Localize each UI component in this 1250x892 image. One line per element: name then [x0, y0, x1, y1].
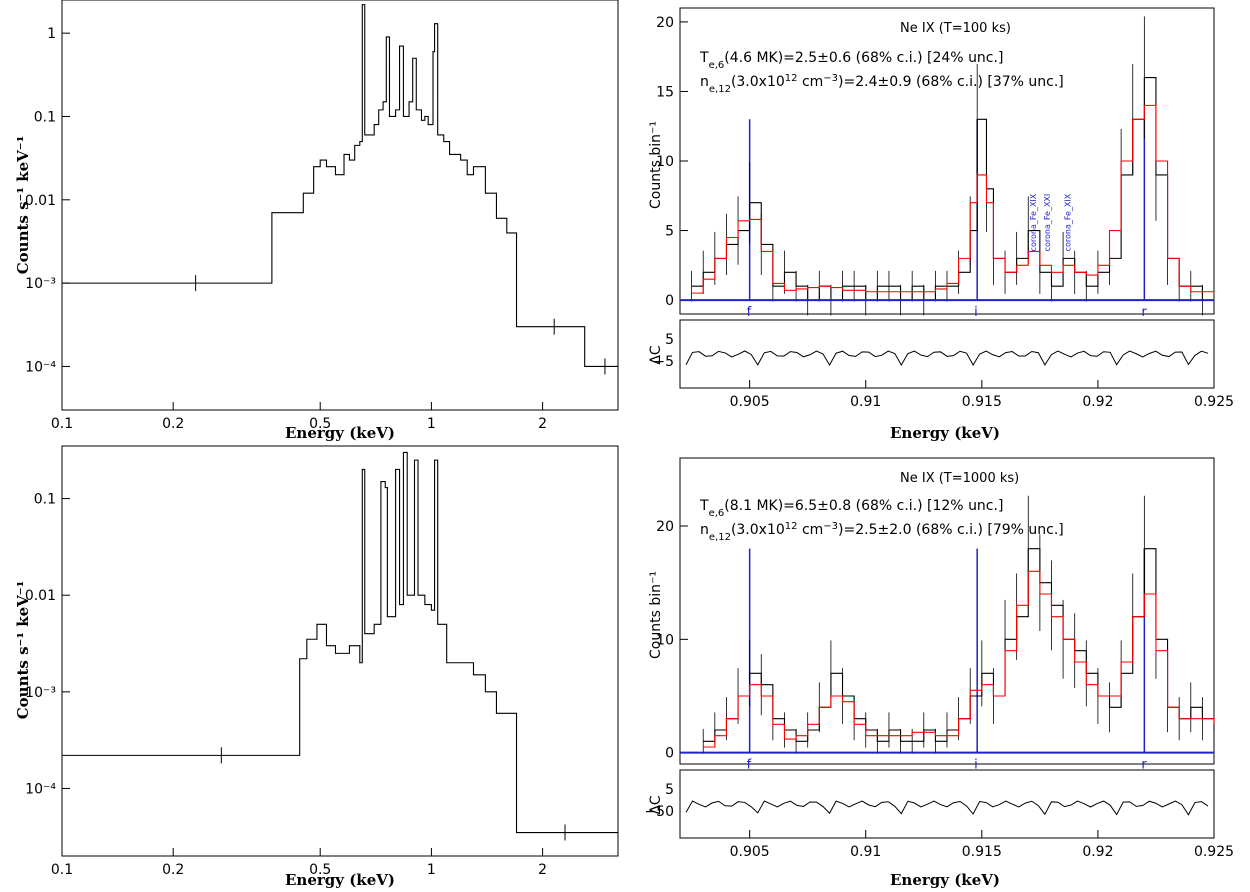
x-tick-label: 2 — [538, 862, 547, 878]
panel-bottom-left: Energy (keV) Counts s⁻¹ keV⁻¹ 0.1 0.2 0.5 1… — [14, 445, 619, 889]
x-tick-label: 0.1 — [51, 416, 73, 432]
residual-axis-label: ΔC — [648, 345, 664, 365]
x-tick-label: 0.915 — [962, 844, 1002, 860]
residual-axis-label: ΔC — [648, 795, 664, 815]
annotation-temperature: Te,6(4.6 MK)=2.5±0.6 (68% c.i.) [24% unc… — [699, 50, 1003, 71]
x-tick-label: 0.925 — [1194, 394, 1234, 410]
x-tick-label: 0.2 — [162, 416, 184, 432]
residual-tick-labels: 5−50 — [644, 782, 674, 820]
y-axis-label: Counts bin⁻¹ — [648, 571, 664, 659]
x-tick-label: 0.905 — [730, 394, 770, 410]
residual-tick-label: 5 — [665, 332, 674, 348]
x-tick-label: 0.905 — [730, 844, 770, 860]
y-axis-label: Counts s⁻¹ keV⁻¹ — [14, 581, 32, 720]
plot-frame — [61, 445, 619, 857]
y-tick-labels: 10⁻⁴ 10⁻³ 0.01 0.1 1 — [25, 26, 70, 375]
x-tick-label: 0.92 — [1082, 844, 1113, 860]
blue-line-label: corona_Fe_XXI — [1043, 194, 1052, 252]
residual-frame — [679, 319, 1215, 389]
y-tick-label: 0.1 — [34, 109, 56, 125]
y-tick-label: 15 — [656, 84, 674, 100]
spectrum — [680, 16, 1215, 367]
x-tick-label: 0.92 — [1082, 394, 1113, 410]
series-line-model — [703, 570, 1215, 748]
line-marker-label: i — [974, 758, 978, 773]
series-line-spectrum — [62, 451, 618, 834]
x-tick-label: 0.91 — [850, 844, 881, 860]
residual-line — [685, 350, 1209, 367]
line-marker-label: r — [1141, 305, 1147, 320]
y-tick-label: 1 — [47, 26, 56, 42]
y-tick-label: 10 — [656, 154, 674, 170]
y-tick-label: 10⁻⁴ — [25, 781, 56, 797]
x-tick-labels: 0.905 0.91 0.915 0.92 0.925 — [730, 380, 1234, 410]
x-tick-label: 2 — [538, 416, 547, 432]
y-tick-label: 0 — [665, 293, 674, 309]
y-tick-label: 5 — [665, 224, 674, 240]
x-axis-label: Energy (keV) — [285, 424, 395, 442]
spectrum — [62, 451, 618, 841]
y-tick-labels: 0 10 20 — [656, 519, 688, 762]
blue-line-labels: corona_Fe_XIX corona_Fe_XXI corona_Fe_XIX — [1029, 193, 1073, 251]
panel-top-left: Energy (keV) Counts s⁻¹ keV⁻¹ 0.1 0.2 0.5 1… — [14, 0, 619, 442]
panel-top-right: Ne IX (T=100 ks) Te,6(4.6 MK)=2.5±0.6 (6… — [648, 7, 1234, 442]
y-tick-label: 0.01 — [25, 588, 56, 604]
x-tick-label: 0.925 — [1194, 844, 1234, 860]
blue-line-label: corona_Fe_XIX — [1064, 193, 1073, 251]
blue-line-label: corona_Fe_XIX — [1029, 193, 1038, 251]
y-tick-label: 0.01 — [25, 193, 56, 209]
x-axis-label: Energy (keV) — [890, 871, 1000, 889]
plot-frame — [61, 0, 619, 411]
y-tick-label: 20 — [656, 519, 674, 535]
x-tick-labels: 0.1 0.2 0.5 1 2 — [51, 402, 547, 432]
y-tick-label: 20 — [656, 15, 674, 31]
residual-tick-label: −5 — [653, 354, 674, 370]
annotation-density: ne,12(3.0x1012 cm−3)=2.4±0.9 (68% c.i.) … — [700, 73, 1064, 95]
series-line-model — [691, 104, 1215, 294]
annotation-density: ne,12(3.0x1012 cm−3)=2.5±2.0 (68% c.i.) … — [700, 521, 1064, 543]
y-axis-label: Counts s⁻¹ keV⁻¹ — [14, 136, 32, 275]
chart-title: Ne IX (T=100 ks) — [900, 21, 1011, 36]
y-tick-label: 10⁻⁴ — [25, 359, 56, 375]
y-tick-labels: 10⁻⁴ 10⁻³ 0.01 0.1 — [25, 492, 70, 797]
x-tick-label: 0.915 — [962, 394, 1002, 410]
residual-frame — [679, 769, 1215, 839]
chart-title: Ne IX (T=1000 ks) — [900, 471, 1019, 486]
y-tick-label: 0.1 — [34, 492, 56, 508]
x-tick-label: 0.2 — [162, 862, 184, 878]
annotation-temperature: Te,6(8.1 MK)=6.5±0.8 (68% c.i.) [12% unc… — [699, 498, 1003, 519]
x-tick-label: 0.5 — [309, 416, 331, 432]
line-marker-label: f — [747, 305, 752, 320]
spectrum — [62, 4, 618, 375]
x-tick-labels: 0.1 0.2 0.5 1 2 — [51, 848, 547, 878]
x-tick-labels: 0.905 0.91 0.915 0.92 0.925 — [730, 830, 1234, 860]
y-tick-label: 0 — [665, 746, 674, 762]
x-axis-label: Energy (keV) — [890, 424, 1000, 442]
line-marker-label: f — [747, 758, 752, 773]
line-marker-label: i — [974, 305, 978, 320]
y-tick-label: 10 — [656, 632, 674, 648]
series-line-spectrum — [62, 4, 618, 367]
residual-tick-label: −50 — [644, 804, 674, 820]
series-line-data — [691, 76, 1203, 301]
residual-line — [685, 800, 1209, 816]
residual-tick-label: 5 — [665, 782, 674, 798]
x-tick-label: 0.5 — [309, 862, 331, 878]
y-tick-labels: 0 5 10 15 20 — [656, 15, 688, 309]
residual-tick-labels: 5−5 — [653, 332, 674, 370]
y-axis-label: Counts bin⁻¹ — [648, 121, 664, 209]
x-tick-label: 1 — [427, 862, 436, 878]
x-tick-label: 1 — [427, 416, 436, 432]
y-tick-label: 10⁻³ — [25, 685, 56, 701]
x-tick-label: 0.91 — [850, 394, 881, 410]
panel-bottom-right: Ne IX (T=1000 ks) Te,6(8.1 MK)=6.5±0.8 (… — [644, 457, 1234, 889]
line-marker-label: r — [1141, 758, 1147, 773]
plot-frame — [679, 457, 1215, 765]
x-tick-label: 0.1 — [51, 862, 73, 878]
spectrum — [680, 495, 1215, 816]
y-tick-label: 10⁻³ — [25, 276, 56, 292]
x-axis-label: Energy (keV) — [285, 871, 395, 889]
